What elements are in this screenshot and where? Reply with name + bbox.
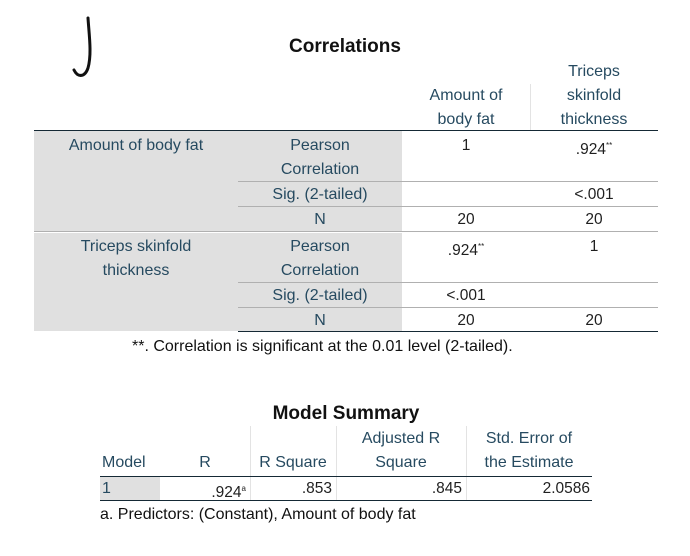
handwritten-j-mark xyxy=(72,16,92,77)
model-bottom-rule xyxy=(100,500,592,501)
row-divider xyxy=(238,181,658,182)
header-adjusted-r-square: Adjusted R Square xyxy=(361,430,441,471)
footnote-marker: a xyxy=(241,484,246,493)
col-divider xyxy=(466,477,467,500)
value-cell: 20 xyxy=(457,211,475,228)
row-label-block-1 xyxy=(34,131,238,231)
group-divider xyxy=(34,231,658,232)
value-cell: <.001 xyxy=(446,287,486,304)
table-bottom-rule xyxy=(238,331,658,332)
stat-label-n: N xyxy=(314,211,326,228)
value-cell: 20 xyxy=(585,211,603,228)
value-cell: 20 xyxy=(585,312,603,329)
header-rule xyxy=(34,130,658,131)
col-divider xyxy=(336,426,337,476)
significance-marker: ** xyxy=(477,242,485,251)
row-label-triceps: Triceps skinfold thickness xyxy=(80,238,192,279)
value-cell: <.001 xyxy=(574,186,614,203)
model-number: 1 xyxy=(102,480,111,497)
std-error-value: 2.0586 xyxy=(542,480,590,497)
value-cell: 1 xyxy=(461,137,471,154)
stat-label-pearson: Pearson Correlation xyxy=(280,238,360,279)
model-footnote: a. Predictors: (Constant), Amount of bod… xyxy=(100,506,416,523)
col-divider xyxy=(466,426,467,476)
row-divider xyxy=(238,206,658,207)
row-divider xyxy=(238,282,658,283)
model-summary-title: Model Summary xyxy=(272,403,420,424)
stat-label-sig: Sig. (2-tailed) xyxy=(272,287,368,304)
correlations-footnote: **. Correlation is significant at the 0.… xyxy=(132,338,513,355)
model-header-rule xyxy=(100,476,592,477)
header-r-square: R Square xyxy=(259,454,327,471)
col-divider xyxy=(336,477,337,500)
col-header-triceps: Triceps skinfold thickness xyxy=(560,63,628,128)
col-header-body-fat: Amount of body fat xyxy=(429,87,503,128)
r-square-value: .853 xyxy=(301,480,332,497)
row-label-block-2 xyxy=(34,233,238,331)
value-cell: .924** xyxy=(447,242,485,259)
adjusted-r-square-value: .845 xyxy=(431,480,462,497)
header-std-error: Std. Error of the Estimate xyxy=(484,430,574,471)
stat-label-sig: Sig. (2-tailed) xyxy=(272,186,368,203)
model-label-cell xyxy=(100,477,160,500)
correlations-title: Correlations xyxy=(289,36,401,57)
stat-label-pearson: Pearson Correlation xyxy=(280,137,360,178)
stat-label-n: N xyxy=(314,312,326,329)
col-divider xyxy=(250,426,251,476)
value-cell: .924** xyxy=(575,141,613,158)
r-value: .924a xyxy=(211,484,246,501)
row-label-body-fat: Amount of body fat xyxy=(68,137,204,154)
value-cell: 20 xyxy=(457,312,475,329)
col-divider xyxy=(530,84,531,130)
significance-marker: ** xyxy=(605,141,613,150)
header-r: R xyxy=(199,454,211,471)
value-cell: 1 xyxy=(589,238,599,255)
row-divider xyxy=(238,307,658,308)
header-model: Model xyxy=(102,454,146,471)
col-divider xyxy=(250,477,251,500)
